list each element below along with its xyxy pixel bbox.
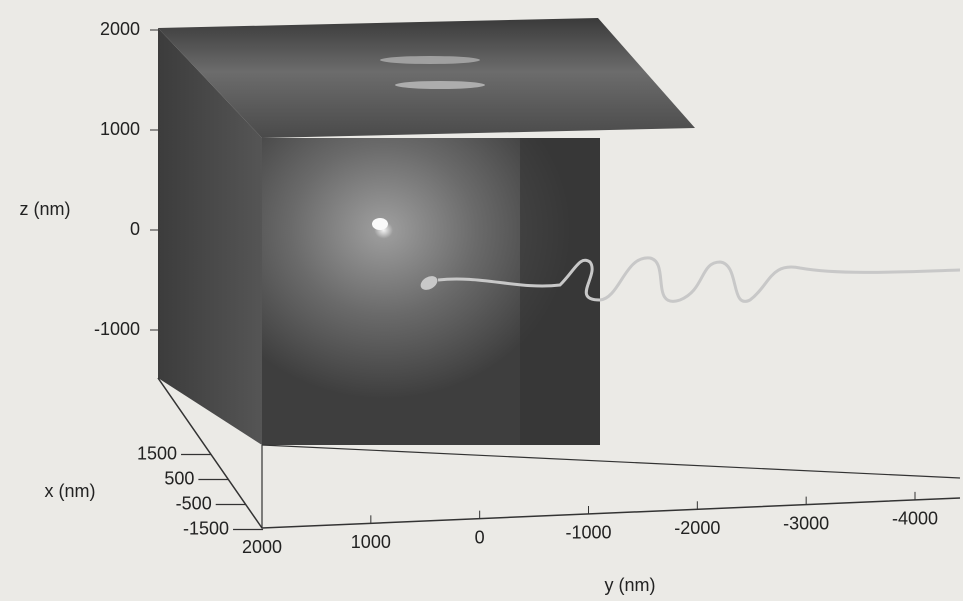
top-plane: [158, 18, 695, 138]
z-axis-label: z (nm): [20, 199, 71, 219]
z-tick-label: -1000: [94, 319, 140, 339]
x-tick-label: -1500: [183, 518, 229, 538]
y-tick-label: -2000: [674, 518, 720, 538]
cell-head: [420, 276, 438, 290]
left-wall: [158, 28, 262, 445]
floor-back-edge: [261, 444, 961, 479]
x-tick-label: 1500: [137, 443, 177, 463]
x-tick-label: -500: [176, 493, 212, 513]
bright-spot: [372, 218, 388, 230]
y-tick-label: -3000: [783, 513, 829, 533]
y-tick-label: 2000: [242, 537, 282, 557]
trajectory: [437, 256, 961, 303]
right-shade: [520, 138, 600, 445]
y-tick-label: 0: [475, 527, 485, 547]
y-tick-label: -1000: [565, 523, 611, 543]
x-tick-label: 500: [164, 468, 194, 488]
y-tick-label: 1000: [351, 532, 391, 552]
y-tick-label: -4000: [892, 509, 938, 529]
top-streak: [380, 56, 480, 64]
y-axis-label: y (nm): [605, 575, 656, 595]
top-streak: [395, 81, 485, 89]
z-tick-label: 2000: [100, 19, 140, 39]
z-tick-label: 1000: [100, 119, 140, 139]
z-tick-label: 0: [130, 219, 140, 239]
x-axis-label: x (nm): [45, 481, 96, 501]
